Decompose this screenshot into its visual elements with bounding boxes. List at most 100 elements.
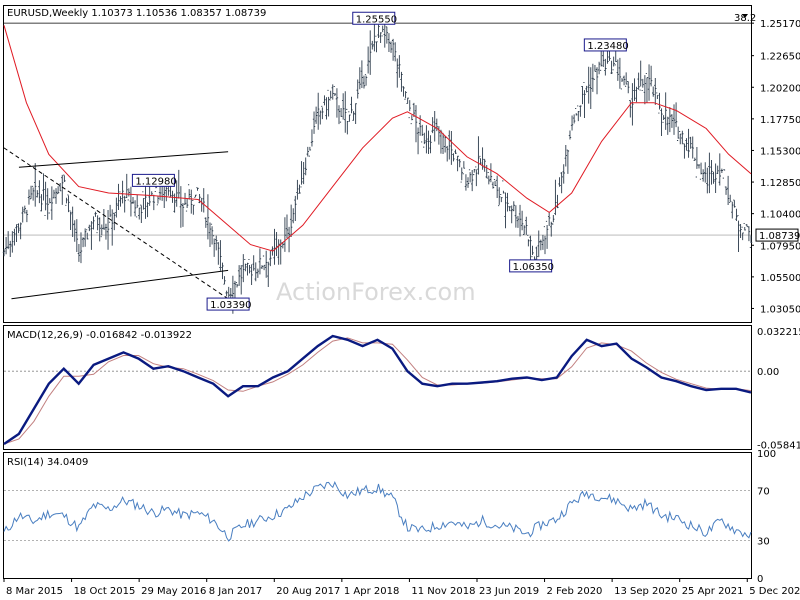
price-bar	[706, 167, 709, 194]
price-panel-frame	[3, 5, 752, 323]
price-bar	[133, 200, 137, 217]
price-bar	[670, 114, 674, 128]
price-bar	[704, 162, 707, 183]
price-bar	[595, 67, 599, 95]
price-bar	[29, 185, 33, 200]
price-bar	[693, 157, 697, 161]
sma-line	[3, 25, 752, 252]
price-tick-label: 1.20200	[760, 83, 800, 94]
price-bar	[31, 185, 35, 201]
price-bar	[421, 124, 424, 143]
axis-layer: 1.25170 1.22650 1.20200 1.17750 1.15300 1.128…	[3, 13, 800, 597]
price-bar	[237, 265, 241, 286]
price-bar	[379, 32, 382, 43]
price-bar	[13, 228, 16, 246]
price-bar	[344, 91, 347, 133]
macd-tick-label: 0.00	[757, 367, 779, 378]
price-bar	[6, 231, 10, 250]
price-bar	[314, 106, 318, 124]
price-bar	[460, 167, 463, 183]
macd-tick-label: 0.032215	[757, 327, 800, 338]
price-bar	[248, 259, 251, 274]
price-bar	[135, 194, 139, 218]
trendline	[11, 269, 229, 300]
price-bar	[104, 223, 108, 240]
price-bar	[554, 179, 557, 216]
price-bar	[46, 188, 49, 220]
watermark: ActionForex.com	[276, 278, 476, 306]
price-bar	[377, 24, 380, 38]
price-bar	[362, 75, 366, 89]
price-bar	[468, 169, 472, 183]
price-bar	[19, 222, 22, 240]
price-bar	[385, 26, 389, 44]
macd-signal-line	[3, 337, 752, 445]
price-annotation-box	[352, 11, 396, 25]
price-bar	[658, 92, 661, 114]
price-bar	[679, 130, 682, 145]
price-bar	[685, 138, 688, 151]
price-bar	[258, 248, 262, 275]
price-bar	[699, 162, 703, 180]
price-bar	[52, 189, 56, 199]
price-bar	[745, 224, 749, 227]
price-tick-label: 1.15300	[760, 146, 800, 157]
price-bar	[464, 174, 468, 191]
price-bar	[225, 290, 228, 297]
price-bar	[491, 181, 495, 189]
price-bar	[577, 105, 580, 122]
price-bar	[331, 84, 334, 100]
price-bar	[337, 105, 341, 125]
x-tick-label: 8 Mar 2015	[6, 586, 63, 597]
price-bar	[127, 188, 131, 201]
price-bar	[604, 58, 607, 76]
price-bar	[691, 136, 694, 159]
price-bar	[520, 210, 524, 231]
macd-line	[3, 334, 752, 445]
price-bar	[48, 198, 51, 214]
price-bar	[165, 185, 168, 202]
price-bar	[246, 262, 249, 276]
price-bar	[129, 186, 133, 217]
price-bar	[23, 205, 27, 214]
x-tick-label: 8 Jan 2017	[209, 586, 263, 597]
price-bar	[597, 61, 601, 75]
chevron-down-icon[interactable]	[742, 14, 748, 18]
price-bar	[579, 105, 582, 117]
price-bar	[296, 179, 299, 200]
price-bar	[416, 127, 420, 155]
price-bar	[587, 66, 590, 104]
x-tick-label: 25 Apr 2021	[682, 586, 744, 597]
price-bar	[612, 56, 615, 71]
price-bar	[81, 237, 85, 248]
price-bar	[629, 99, 632, 118]
price-bar	[514, 205, 518, 228]
price-bar	[450, 130, 453, 165]
price-bar	[718, 153, 721, 186]
price-bar	[537, 230, 540, 258]
price-bar	[477, 136, 480, 175]
price-bar	[260, 265, 264, 269]
price-bar	[152, 194, 156, 211]
price-bar	[664, 92, 667, 130]
price-bar	[616, 59, 620, 81]
price-annotation-box	[583, 38, 627, 52]
price-bar	[495, 175, 499, 199]
price-bar	[441, 132, 445, 154]
price-bar	[69, 210, 72, 230]
price-annotation-label: 1.23480	[587, 41, 628, 52]
price-bar	[716, 165, 719, 175]
price-bar	[479, 155, 482, 165]
price-bar	[500, 194, 503, 203]
price-bar	[593, 65, 597, 80]
price-bar	[525, 216, 528, 235]
price-bar	[543, 226, 547, 255]
x-tick-label: 29 May 2016	[141, 586, 206, 597]
price-bar	[352, 111, 355, 121]
price-bar	[458, 158, 461, 168]
price-bar	[726, 175, 730, 205]
price-bar	[298, 184, 301, 194]
price-bar	[504, 192, 507, 229]
price-bar	[187, 184, 191, 200]
